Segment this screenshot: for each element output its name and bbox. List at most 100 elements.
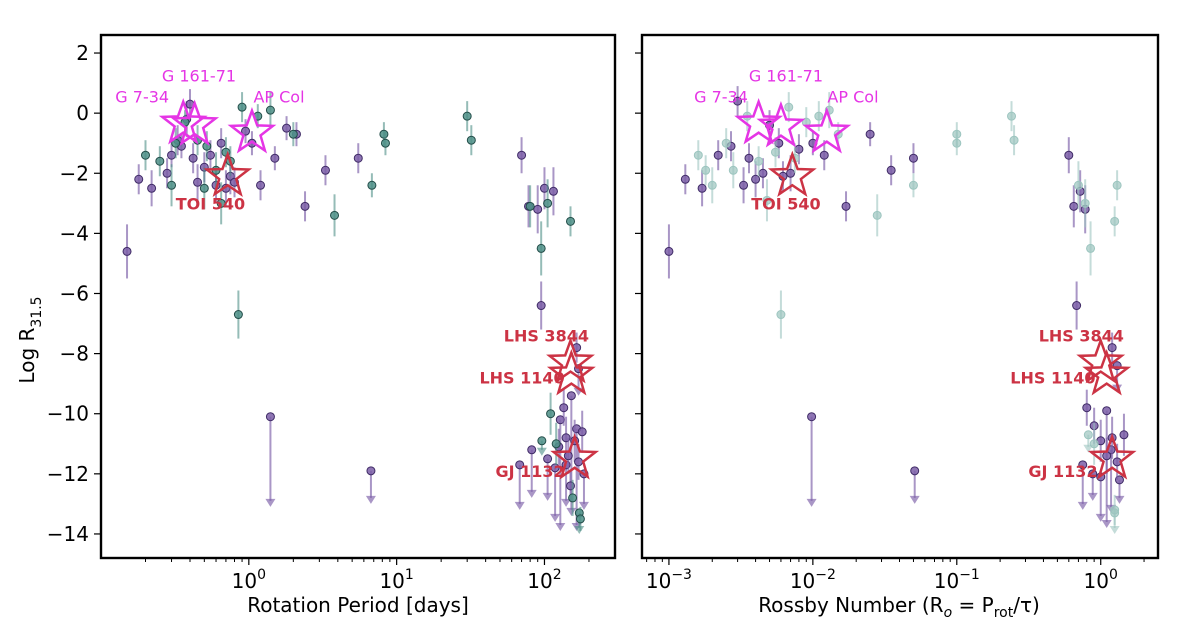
upper-limit-arrow	[806, 412, 817, 507]
x-tick-label: 10−2	[790, 567, 836, 593]
upper-limit-arrow	[514, 460, 525, 510]
data-point	[733, 86, 743, 117]
data-point	[865, 122, 875, 147]
data-point	[568, 479, 578, 516]
data-point	[241, 119, 251, 144]
star-label: TOI 540	[176, 194, 245, 213]
star-label: G 7-34	[115, 88, 169, 107]
highlight-star-marker	[1082, 348, 1132, 396]
data-point	[1086, 221, 1096, 276]
y-tick-label: 2	[76, 41, 89, 65]
x-axis-label-left: Rotation Period [days]	[247, 593, 469, 617]
data-point	[282, 116, 292, 141]
star-label: AP Col	[253, 88, 304, 107]
data-point	[721, 128, 731, 159]
data-point	[1110, 494, 1120, 525]
star-label: GJ 1132	[1028, 462, 1097, 481]
x-axis-label-right: Rossby Number (Ro = Prot/τ)	[758, 593, 1040, 621]
data-point	[952, 131, 962, 156]
data-point	[1102, 437, 1112, 474]
data-point	[167, 164, 177, 207]
y-tick-label: −10	[47, 402, 89, 426]
data-point	[199, 167, 209, 210]
data-point	[693, 140, 703, 171]
data-point	[1089, 422, 1099, 465]
data-point	[233, 290, 243, 339]
data-point	[744, 143, 754, 174]
data-point	[380, 131, 390, 156]
x-tick-label: 10−1	[934, 567, 980, 593]
data-point	[162, 158, 172, 189]
data-point	[739, 167, 749, 204]
y-tick-label: −14	[47, 522, 89, 546]
data-point	[140, 140, 150, 171]
data-point	[908, 173, 918, 198]
data-point	[762, 179, 772, 222]
star-label: LHS 3844	[1039, 327, 1124, 346]
highlight-star-marker	[1087, 433, 1137, 480]
data-point	[536, 281, 546, 330]
data-point	[216, 128, 226, 159]
upper-limit-arrow	[265, 412, 276, 507]
data-point	[1082, 389, 1092, 426]
data-point	[1007, 101, 1017, 132]
data-point	[548, 167, 558, 216]
data-point	[265, 92, 275, 129]
left-panel: 100 101 102 2 0 −2 −4 −6 −8 −10 −12 −14 G 7-34 G 161-…	[47, 33, 617, 593]
data-point	[728, 152, 738, 189]
data-point	[776, 290, 786, 339]
data-point	[1009, 125, 1019, 156]
data-point	[697, 170, 707, 207]
data-point	[801, 107, 811, 138]
data-point	[841, 191, 851, 222]
upper-limit-arrow	[365, 466, 376, 504]
data-point	[288, 122, 298, 147]
star-label: G 7-34	[694, 88, 748, 107]
highlight-star-marker	[756, 100, 806, 148]
data-point	[1119, 413, 1129, 456]
data-point	[546, 392, 556, 435]
data-point	[167, 143, 177, 168]
data-point	[353, 143, 363, 174]
data-point	[155, 146, 165, 177]
data-point	[533, 185, 543, 234]
star-label: G 161-71	[749, 67, 823, 86]
upper-limit-arrow	[550, 463, 561, 522]
data-point	[770, 137, 780, 168]
highlight-star-marker	[734, 97, 784, 145]
data-point	[872, 194, 882, 237]
data-point	[1107, 332, 1117, 363]
highlight-star-marker	[546, 348, 596, 396]
data-point	[559, 389, 569, 426]
data-point	[1112, 170, 1122, 201]
highlight-star-marker	[170, 99, 220, 146]
plot-area	[122, 89, 600, 534]
y-axis-label: Log R31.5	[15, 296, 45, 383]
data-point	[320, 155, 330, 186]
y-tick-label: −4	[60, 221, 89, 245]
data-point	[122, 224, 132, 279]
data-point	[188, 143, 198, 174]
upper-limit-arrow	[542, 454, 553, 501]
data-point	[563, 437, 573, 474]
data-point	[462, 101, 472, 132]
upper-limit-arrow	[1114, 475, 1125, 504]
y-tick-label: −6	[60, 281, 89, 305]
data-point	[575, 506, 585, 531]
upper-limit-arrow	[1087, 469, 1098, 501]
highlight-star-marker	[203, 150, 253, 198]
data-point	[680, 164, 690, 195]
plot-area	[664, 86, 1137, 534]
data-point	[543, 179, 553, 228]
data-point	[367, 173, 377, 198]
x-tick-label: 102	[527, 567, 561, 593]
star-label: AP Col	[827, 88, 878, 107]
star-label: LHS 3844	[504, 327, 589, 346]
y-tick-label: −2	[60, 161, 89, 185]
data-point	[784, 92, 794, 123]
y-tick-label: −12	[47, 462, 89, 486]
data-point	[147, 170, 157, 207]
data-point	[256, 170, 266, 201]
highlight-star-marker	[767, 150, 817, 198]
star-label: TOI 540	[751, 194, 820, 213]
